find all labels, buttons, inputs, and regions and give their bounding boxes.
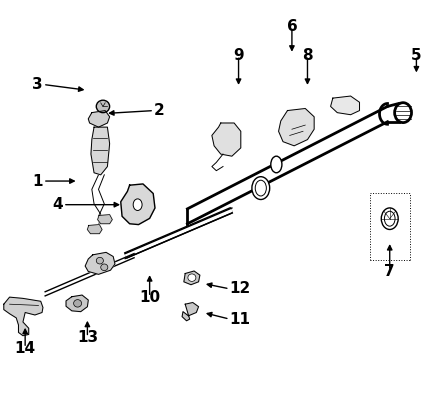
Circle shape xyxy=(101,264,108,270)
Polygon shape xyxy=(182,302,198,321)
Text: 3: 3 xyxy=(32,77,43,92)
Ellipse shape xyxy=(395,103,412,123)
Text: 13: 13 xyxy=(77,330,98,345)
Polygon shape xyxy=(121,184,155,225)
Circle shape xyxy=(96,258,103,264)
Polygon shape xyxy=(98,215,112,224)
Polygon shape xyxy=(4,297,43,336)
Text: 5: 5 xyxy=(411,48,422,63)
Text: 2: 2 xyxy=(154,103,165,118)
Text: 1: 1 xyxy=(33,173,43,188)
Circle shape xyxy=(74,300,82,307)
Text: 6: 6 xyxy=(286,19,297,34)
Polygon shape xyxy=(85,253,115,274)
Polygon shape xyxy=(88,111,110,127)
Text: 7: 7 xyxy=(384,263,395,279)
Ellipse shape xyxy=(384,211,395,226)
Ellipse shape xyxy=(271,156,282,173)
Polygon shape xyxy=(184,271,200,285)
Ellipse shape xyxy=(133,199,142,210)
Ellipse shape xyxy=(381,208,398,230)
Ellipse shape xyxy=(252,177,270,200)
Polygon shape xyxy=(330,96,359,115)
Polygon shape xyxy=(87,225,102,234)
Ellipse shape xyxy=(255,180,266,196)
Text: 12: 12 xyxy=(230,281,251,296)
Text: 14: 14 xyxy=(15,341,36,356)
Text: 11: 11 xyxy=(230,312,251,327)
Circle shape xyxy=(188,274,196,281)
Text: 4: 4 xyxy=(52,197,63,212)
Text: 10: 10 xyxy=(139,290,160,305)
Polygon shape xyxy=(279,109,314,146)
Circle shape xyxy=(96,100,110,113)
Polygon shape xyxy=(212,123,241,156)
Text: 9: 9 xyxy=(233,48,244,63)
Polygon shape xyxy=(66,295,88,312)
Text: 8: 8 xyxy=(302,48,313,63)
Polygon shape xyxy=(91,127,110,175)
